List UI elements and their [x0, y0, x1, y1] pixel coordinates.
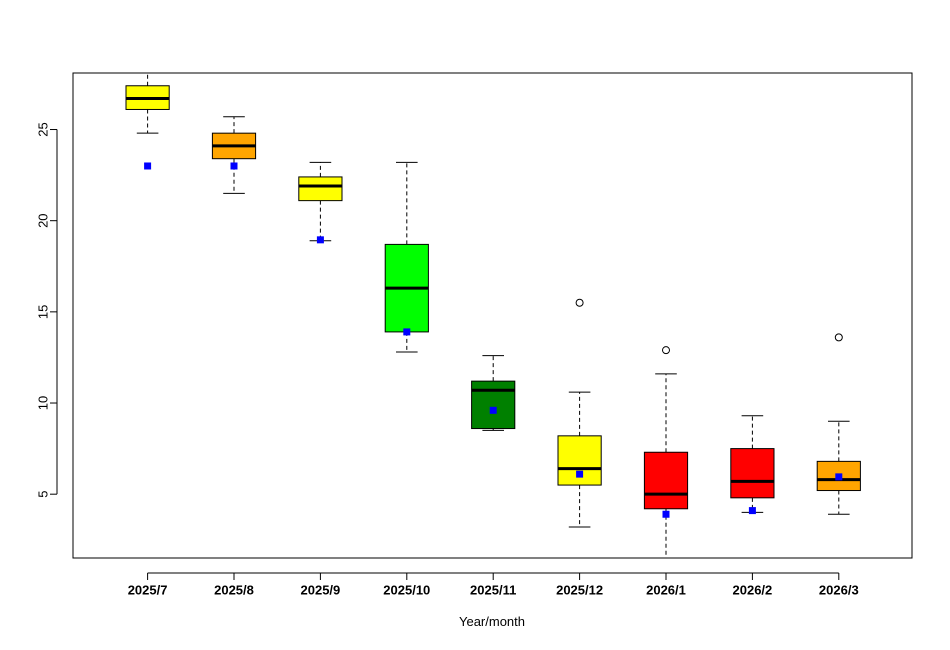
box-iqr	[557, 435, 602, 486]
outlier-point	[662, 346, 670, 355]
x-tick-label: 2025/7	[128, 582, 168, 597]
marker-point	[316, 236, 324, 244]
box-iqr	[298, 176, 343, 202]
x-axis-title: Year/month	[459, 614, 525, 629]
marker-point	[748, 507, 756, 515]
x-tick-label: 2026/3	[819, 582, 859, 597]
x-tick-label: 2026/1	[646, 582, 686, 597]
marker-point	[403, 328, 411, 336]
boxes-layer	[125, 73, 861, 558]
box-2026/3	[816, 333, 861, 515]
box-iqr	[643, 451, 689, 510]
x-tick-label: 2025/12	[556, 582, 603, 597]
x-axis: 2025/7 2025/8 2025/9 2025/10 2025/11 2025/12 2…	[128, 572, 859, 597]
box-2025/10	[384, 161, 429, 353]
y-tick-label: 25	[35, 122, 50, 136]
x-tick-label: 2025/8	[214, 582, 254, 597]
outlier-point	[834, 333, 843, 342]
box-2025/7	[125, 73, 170, 170]
y-axis: 5 10 15 20 25	[35, 122, 58, 498]
y-tick-label: 10	[35, 396, 50, 410]
marker-point	[835, 473, 843, 481]
y-tick-label: 20	[35, 213, 50, 227]
x-tick-label: 2026/2	[733, 582, 773, 597]
box-2026/2	[730, 415, 775, 515]
x-tick-label: 2025/11	[470, 582, 516, 597]
plot-frame	[72, 72, 913, 559]
box-2025/9	[298, 161, 343, 244]
box-2025/11	[471, 355, 516, 431]
marker-point	[144, 162, 152, 170]
marker-point	[576, 470, 584, 478]
marker-point	[662, 510, 670, 518]
box-iqr	[471, 380, 516, 430]
box-2026/1	[643, 346, 689, 558]
box-2025/12	[557, 298, 602, 528]
marker-point	[230, 162, 238, 170]
box-2025/8	[211, 116, 257, 194]
marker-point	[489, 406, 497, 414]
x-tick-label: 2025/10	[383, 582, 430, 597]
y-tick-label: 5	[35, 491, 50, 498]
y-tick-label: 15	[35, 305, 50, 319]
x-tick-label: 2025/9	[301, 582, 341, 597]
outlier-point	[575, 298, 584, 307]
box-iqr	[730, 448, 775, 499]
